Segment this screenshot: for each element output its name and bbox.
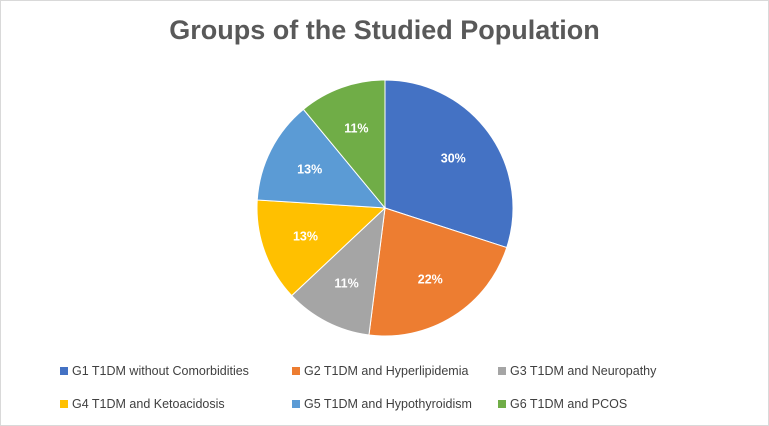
slice-label-g3: 11% <box>334 276 358 290</box>
legend-swatch <box>498 367 506 375</box>
slice-label-g2: 22% <box>418 272 443 286</box>
pie-slice-g4 <box>256 199 387 297</box>
legend-label: G3 T1DM and Neuropathy <box>510 364 657 378</box>
pie-slice-g6 <box>302 79 386 210</box>
legend-label: G5 T1DM and Hypothyroidism <box>304 397 472 411</box>
legend-label: G2 T1DM and Hyperlipidemia <box>304 364 469 378</box>
slice-label-g5: 13% <box>297 163 322 177</box>
pie-chart: 30% 22% 11% 13% 13% 11% <box>256 79 514 337</box>
legend-label: G6 T1DM and PCOS <box>510 397 628 411</box>
chart-title: Groups of the Studied Population <box>169 15 600 45</box>
slice-label-g4: 13% <box>293 230 318 244</box>
pie-slice-g5 <box>256 108 387 209</box>
legend-item-g6: G6 T1DM and PCOS <box>498 397 627 411</box>
legend-label: G1 T1DM without Comorbidities <box>72 364 249 378</box>
pie-slice-g1 <box>384 79 514 249</box>
slice-label-g6: 11% <box>344 122 368 136</box>
legend-swatch <box>60 400 68 408</box>
legend-swatch <box>60 367 68 375</box>
legend-swatch <box>292 367 300 375</box>
legend-item-g4: G4 T1DM and Ketoacidosis <box>60 397 225 411</box>
legend-label: G4 T1DM and Ketoacidosis <box>72 397 225 411</box>
legend-item-g5: G5 T1DM and Hypothyroidism <box>292 397 472 411</box>
pie-slice-g2 <box>368 207 508 337</box>
legend-item-g3: G3 T1DM and Neuropathy <box>498 364 656 378</box>
legend-item-g2: G2 T1DM and Hyperlipidemia <box>292 364 468 378</box>
legend-swatch <box>292 400 300 408</box>
slice-label-g1: 30% <box>441 151 466 165</box>
legend-swatch <box>498 400 506 408</box>
pie-slice-g3 <box>290 206 386 336</box>
legend-item-g1: G1 T1DM without Comorbidities <box>60 364 249 378</box>
